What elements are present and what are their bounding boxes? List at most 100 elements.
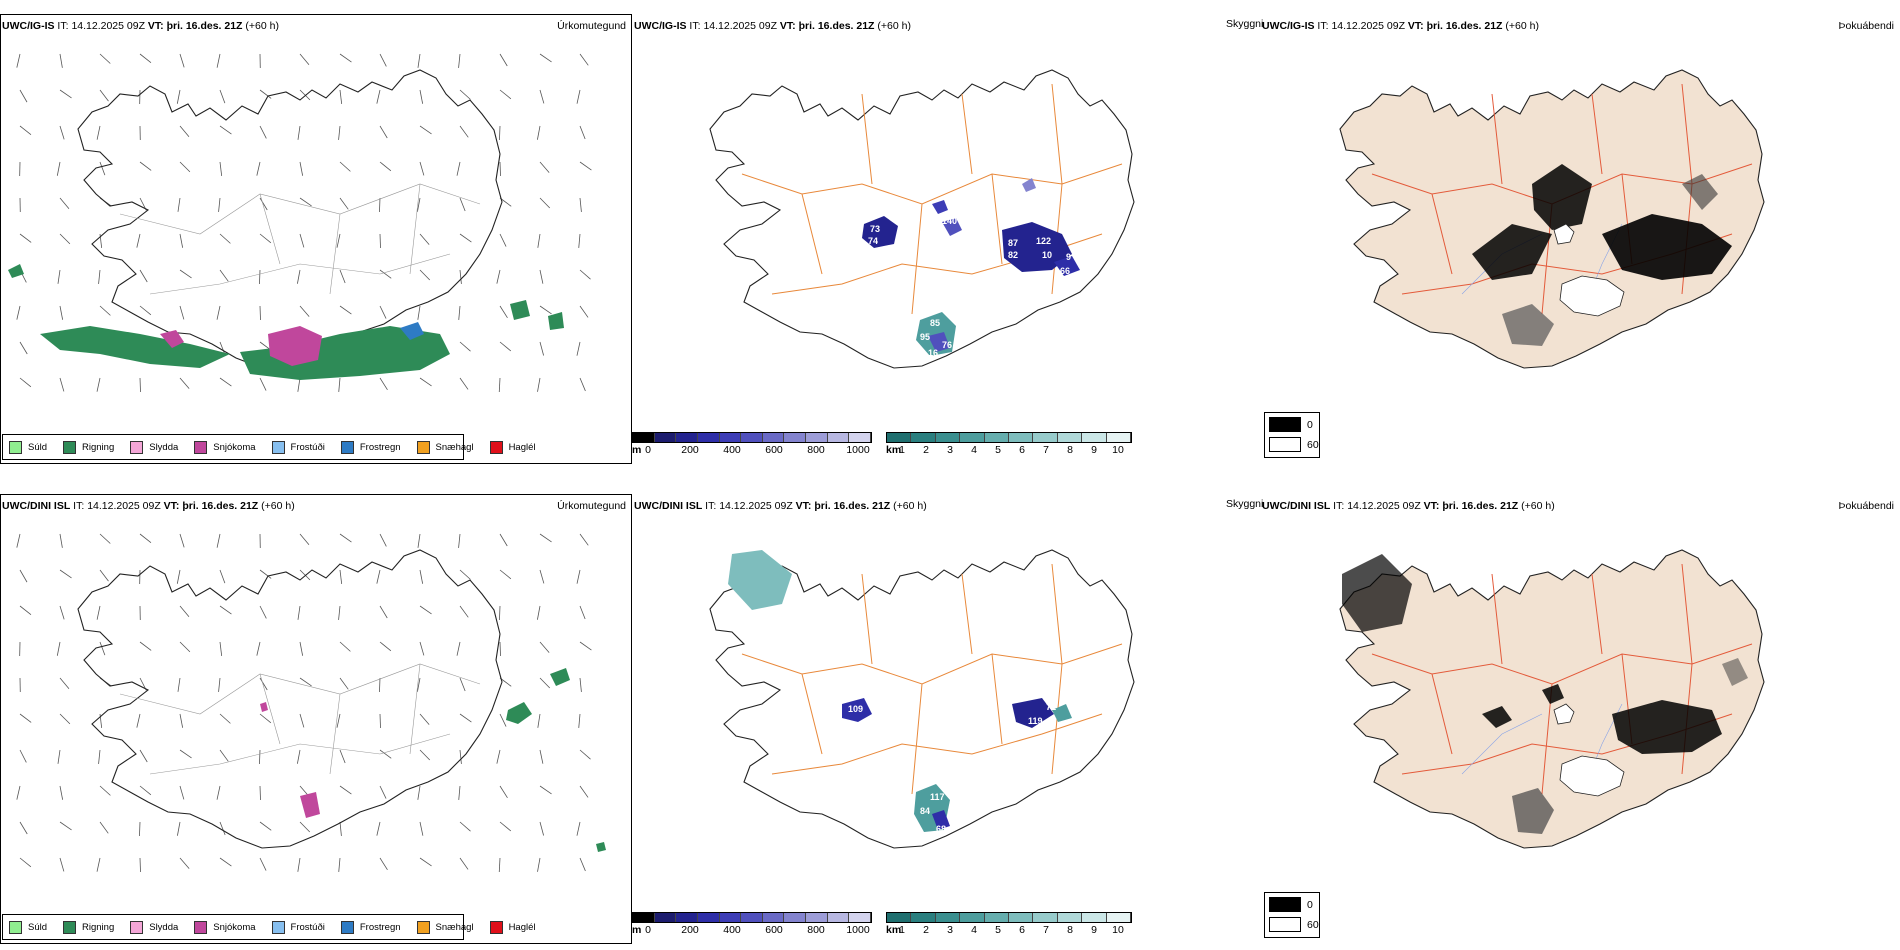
wind-barb — [139, 857, 141, 873]
wind-barb — [419, 821, 424, 836]
wind-barb — [539, 89, 545, 104]
wind-barb — [458, 305, 461, 320]
legend-swatch — [489, 920, 503, 934]
wind-barb — [578, 713, 581, 728]
wind-barb — [96, 857, 101, 872]
wind-barb — [499, 821, 512, 832]
cloud-legend-row: 0 — [1269, 417, 1313, 432]
vis-km-ticks: km 1 2 3 4 5 6 7 8 9 10 — [886, 443, 1132, 457]
colorbar-step — [633, 913, 655, 922]
colorbar-step — [911, 433, 936, 442]
panel-header: UWC/IG-IS IT: 14.12.2025 09Z VT: þri. 16… — [1262, 20, 1539, 32]
it-value: 14.12.2025 09Z — [1347, 500, 1421, 512]
wind-barb — [179, 785, 185, 800]
model-name: UWC/IG-IS — [634, 20, 687, 32]
wind-barb — [219, 713, 231, 724]
wind-barb — [259, 857, 267, 871]
wind-barb — [338, 377, 341, 392]
wind-barb — [459, 233, 472, 243]
fog-areas — [1472, 164, 1732, 346]
wind-barb — [99, 533, 111, 544]
colorbar-step — [1009, 913, 1034, 922]
cloud-map-dini — [1339, 549, 1765, 849]
it-value: 14.12.2025 09Z — [1331, 20, 1405, 32]
legend-label: Frostregn — [359, 441, 401, 453]
wind-barb — [539, 641, 550, 653]
wind-barb — [537, 605, 541, 620]
wind-barb — [539, 197, 551, 209]
panel-title: Þokuábendi — [1838, 500, 1894, 512]
model-name: UWC/DINI ISL — [1262, 500, 1331, 512]
colorbar-step — [984, 913, 1010, 922]
roads — [119, 663, 481, 775]
wind-barb — [579, 785, 589, 798]
wind-barb — [539, 269, 544, 284]
wind-barb — [139, 641, 152, 651]
wind-barb — [417, 533, 421, 548]
wind-barb — [299, 305, 310, 317]
wind-barb — [259, 713, 272, 724]
wind-barb — [59, 821, 72, 831]
wind-barb — [299, 233, 305, 248]
legend-label: Slydda — [149, 441, 179, 453]
wind-barb — [537, 377, 541, 392]
wind-barb — [499, 197, 512, 207]
wind-barb — [456, 641, 461, 656]
wind-barb — [59, 533, 63, 548]
it-label: IT: — [705, 500, 717, 512]
precip-legend-item: Frostregn — [340, 920, 401, 934]
wind-barb — [339, 269, 346, 284]
panel-title: Úrkomutegund — [557, 500, 626, 512]
panel-frame — [0, 494, 632, 944]
colorbar-tick: 9 — [1091, 444, 1097, 456]
wind-barb — [499, 233, 507, 247]
it-label: IT: — [1333, 500, 1345, 512]
lead-time: (+60 h) — [1521, 500, 1555, 512]
wind-barb — [539, 785, 552, 795]
roads — [741, 563, 1123, 795]
vis-value-label: 85 — [930, 318, 940, 328]
vis-value-label: 9 — [1066, 252, 1071, 262]
vis-value-label: 87 — [1008, 238, 1018, 248]
wind-barb — [259, 89, 272, 99]
wind-barb — [259, 569, 272, 579]
colorbar-tick: 9 — [1091, 924, 1097, 936]
coastline — [77, 549, 503, 849]
colorbar-step — [784, 913, 807, 922]
wind-barb — [57, 269, 61, 284]
vis-value-label: 117 — [930, 792, 945, 802]
it-label: IT: — [689, 20, 701, 32]
wind-barb — [499, 341, 512, 352]
wind-barb — [98, 269, 101, 284]
colorbar-step — [849, 433, 872, 442]
vis-km-bar — [886, 432, 1132, 443]
colorbar-tick: 0 — [645, 924, 651, 936]
wind-barb — [219, 125, 232, 135]
wind-barb — [19, 605, 32, 616]
colorbar-tick: 200 — [681, 444, 699, 456]
wind-barb — [459, 269, 462, 284]
panel-header: UWC/IG-IS IT: 14.12.2025 09Z VT: þri. 16… — [634, 20, 911, 32]
wind-barb — [179, 377, 190, 389]
colorbar-step — [887, 433, 912, 442]
cloud-swatch-60 — [1269, 917, 1301, 932]
wind-barb — [19, 125, 32, 136]
legend-swatch — [9, 440, 22, 454]
vt-value: þri. 16.des. 21Z — [182, 500, 259, 512]
wind-barb — [338, 125, 341, 140]
wind-barb — [299, 53, 310, 65]
wind-barb — [419, 857, 432, 867]
legend-label: Haglél — [508, 921, 536, 933]
wind-barb — [579, 269, 591, 280]
wind-barb — [499, 89, 512, 100]
precip-areas — [260, 668, 606, 852]
legend-label: Súld — [28, 441, 48, 453]
wind-barb — [537, 233, 541, 248]
legend-swatch — [416, 440, 430, 454]
wind-barb — [537, 125, 541, 140]
wind-barb — [216, 305, 221, 320]
colorbar-tick: 1 — [899, 924, 905, 936]
colorbar-step — [741, 913, 763, 922]
wind-barb — [259, 749, 261, 765]
